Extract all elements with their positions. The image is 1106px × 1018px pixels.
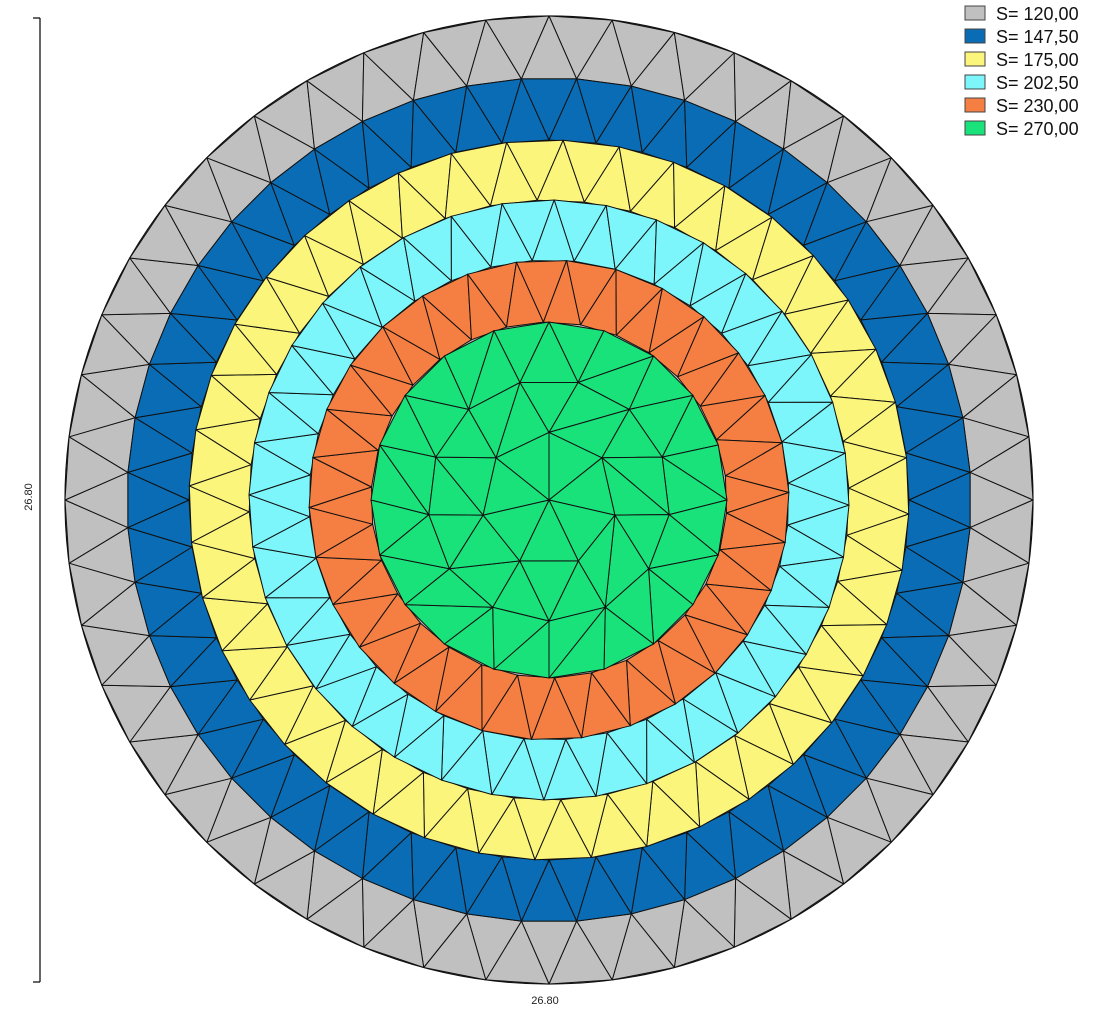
legend-swatch <box>964 120 986 136</box>
legend-item: S= 270,00 <box>964 119 1079 139</box>
legend: S= 120,00 S= 147,50 S= 175,00 S= 202,50 … <box>964 4 1079 139</box>
legend-label: S= 120,00 <box>996 4 1079 24</box>
legend-label: S= 230,00 <box>996 96 1079 116</box>
legend-label: S= 175,00 <box>996 50 1079 70</box>
legend-item: S= 230,00 <box>964 96 1079 116</box>
width-dimension-label: 26.80 <box>531 995 559 1007</box>
legend-label: S= 147,50 <box>996 27 1079 47</box>
legend-swatch <box>964 51 986 67</box>
mesh-element-zone-6 <box>519 382 579 433</box>
mesh-element-zone-5 <box>542 260 581 326</box>
legend-item: S= 120,00 <box>964 4 1079 24</box>
legend-swatch <box>964 74 986 90</box>
legend-item: S= 202,50 <box>964 73 1079 93</box>
legend-item: S= 175,00 <box>964 50 1079 70</box>
mesh-element-zone-6 <box>495 431 550 501</box>
legend-label: S= 202,50 <box>996 73 1079 93</box>
legend-swatch <box>964 5 986 21</box>
legend-label: S= 270,00 <box>996 119 1079 139</box>
height-dimension-label: 26.80 <box>23 483 35 511</box>
legend-item: S= 147,50 <box>964 27 1079 47</box>
legend-swatch <box>964 28 986 44</box>
height-dimension: 26.80 <box>23 17 41 983</box>
legend-swatch <box>964 97 986 113</box>
mesh-layer <box>64 15 1034 985</box>
